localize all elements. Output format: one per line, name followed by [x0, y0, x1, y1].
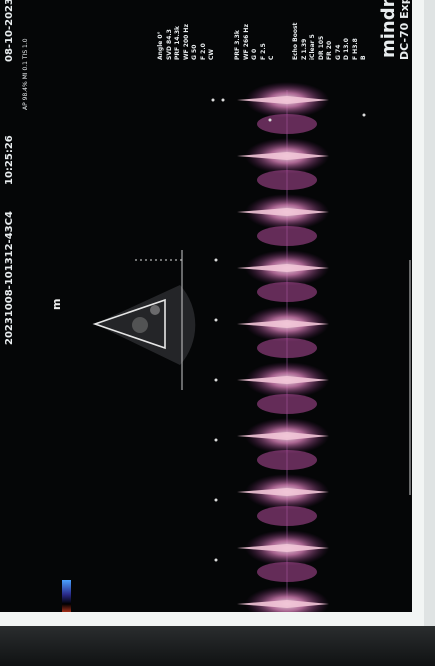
ultrasound-graphics: m — [50, 82, 411, 612]
doppler-spike — [237, 208, 329, 216]
doppler-glow — [245, 586, 329, 612]
monitor-stand-edge — [0, 626, 435, 666]
doppler-fill — [257, 562, 317, 582]
ultrasound-screen: 08-10-2023 10:25:26 20231008-101312-43C4… — [0, 0, 412, 612]
doppler-fill — [257, 450, 317, 470]
doppler-fill — [257, 506, 317, 526]
color-scale-bar — [62, 580, 71, 612]
doppler-spike — [237, 544, 329, 552]
doppler-fill — [257, 170, 317, 190]
doppler-fill — [257, 282, 317, 302]
sector-image: m — [50, 259, 196, 365]
doppler-fill — [257, 338, 317, 358]
doppler-fill — [257, 114, 317, 134]
monitor-bezel: 08-10-2023 10:25:26 20231008-101312-43C4… — [0, 0, 424, 626]
doppler-fill — [257, 394, 317, 414]
doppler-spike — [237, 488, 329, 496]
doppler-spike — [237, 600, 329, 608]
svg-text:m: m — [50, 299, 63, 310]
doppler-spike — [237, 264, 329, 272]
doppler-spike — [237, 376, 329, 384]
doppler-spike — [237, 320, 329, 328]
doppler-fill — [257, 226, 317, 246]
doppler-spike — [237, 96, 329, 104]
doppler-spike — [237, 432, 329, 440]
doppler-spike — [237, 152, 329, 160]
doppler-spectrum — [237, 82, 329, 612]
